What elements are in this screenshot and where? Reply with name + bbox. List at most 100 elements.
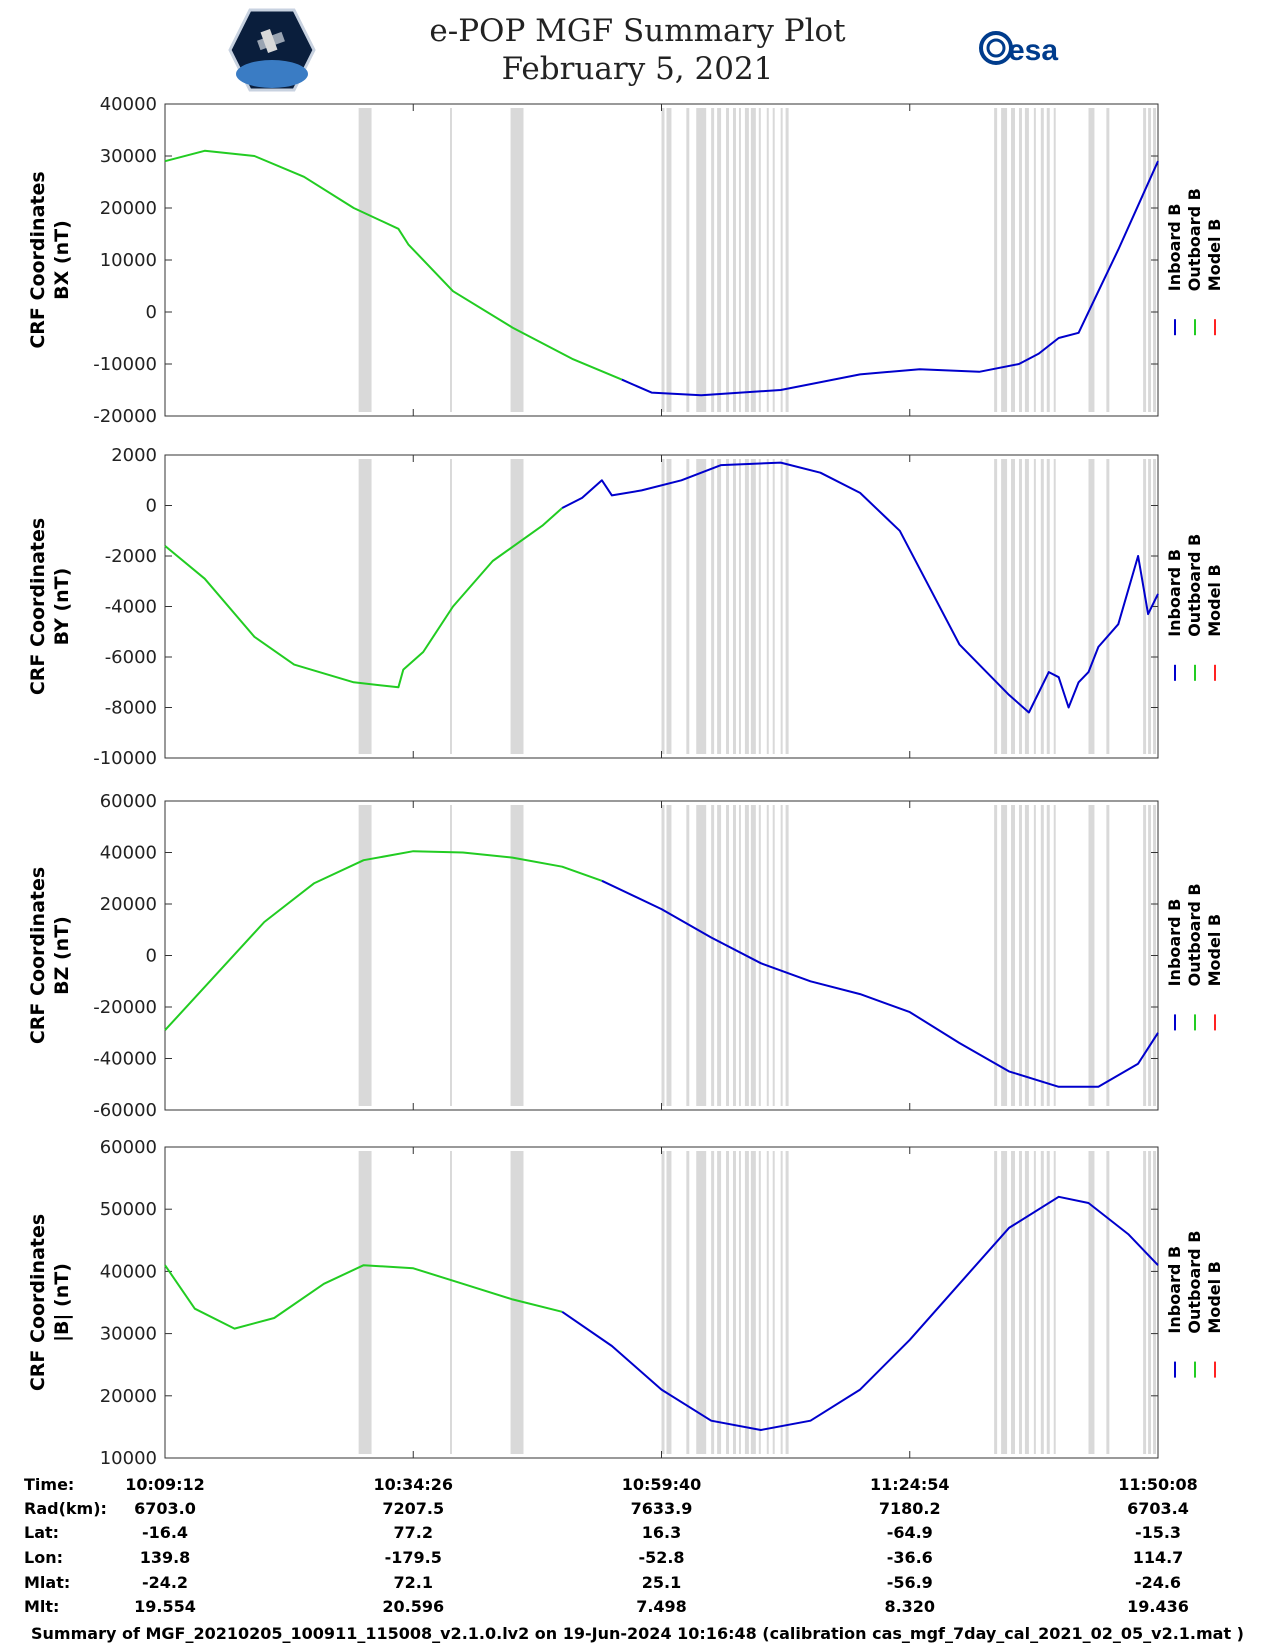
y-axis-label-bz: BZ (nT) [51,916,73,995]
y-tick-label: 20000 [100,198,157,219]
data-gap-band [1088,108,1095,412]
data-gap-band [785,108,789,412]
ephemeris-value: 20.596 [382,1597,445,1616]
data-gap-band [1018,805,1022,1106]
page-title: e-POP MGF Summary Plot February 5, 2021 [0,12,1275,88]
data-gap-band [358,805,372,1106]
ephemeris-value: -16.4 [141,1523,189,1542]
data-gap-band [666,805,672,1106]
data-gap-band [732,108,736,412]
ephemeris-value: -179.5 [384,1548,442,1567]
data-gap-band [449,1151,452,1454]
data-gap-band [780,459,783,754]
data-gap-band [1053,459,1056,754]
data-gap-band [666,1151,672,1454]
data-gap-band [994,459,998,754]
legend-label: Inboard B [1165,899,1184,987]
title-line-1: e-POP MGF Summary Plot [429,13,846,49]
data-gap-band [1018,459,1022,754]
data-gap-band [758,805,761,1106]
data-gap-band [766,1151,769,1454]
ephemeris-value: 8.320 [884,1597,936,1616]
data-gap-band [661,1151,665,1454]
y-tick-label: 40000 [100,1261,157,1282]
data-gap-band [696,805,707,1106]
data-gap-band [510,459,524,754]
data-gap-band [661,805,665,1106]
data-gap-band [1143,1151,1147,1454]
data-gap-band [766,108,769,412]
y-tick-label: 40000 [100,843,157,864]
data-gap-band [1033,459,1036,754]
legend-label: Outboard B [1185,883,1204,986]
y-tick-label: 20000 [100,1386,157,1407]
data-gap-band [772,1151,775,1454]
y-axis-label-by: BY (nT) [51,568,73,646]
ephemeris-value: -24.6 [1134,1573,1182,1592]
ephemeris-row-label: Time: [24,1475,75,1494]
data-gap-band [744,459,749,754]
data-gap-band [785,1151,789,1454]
data-gap-band [1001,108,1008,412]
y-tick-label: 0 [146,496,157,517]
data-gap-band [1148,459,1152,754]
ephemeris-value: -64.9 [886,1523,933,1542]
data-gap-band [1040,459,1044,754]
ephemeris-value: -56.9 [886,1573,933,1592]
data-gap-band [1024,108,1029,412]
data-gap-band [510,108,524,412]
ephemeris-value: 11:50:08 [1118,1475,1198,1494]
y-tick-label: -4000 [105,597,157,618]
data-gap-band [772,805,775,1106]
data-gap-band [1106,459,1110,754]
legend-label: Inboard B [1165,549,1184,637]
esa-logo: esa [979,31,1058,67]
data-gap-band [750,805,756,1106]
y-tick-label: 50000 [100,1199,157,1220]
data-gap-band [744,108,749,412]
legend-label: Inboard B [1165,203,1184,291]
y-tick-label: 0 [146,946,157,967]
legend-label: Outboard B [1185,188,1204,291]
y-tick-label: 40000 [100,94,157,115]
data-gap-band [732,805,736,1106]
title-line-2: February 5, 2021 [501,51,774,87]
data-gap-band [766,459,769,754]
data-gap-band [666,108,672,412]
data-gap-band [726,805,730,1106]
ephemeris-value: 114.7 [1132,1548,1184,1567]
data-gap-band [780,1151,783,1454]
data-gap-band [772,459,775,754]
data-gap-band [772,108,775,412]
data-gap-band [1046,805,1050,1106]
data-gap-band [738,108,741,412]
data-gap-band [1148,805,1152,1106]
ephemeris-value: 10:09:12 [125,1475,205,1494]
data-gap-band [510,805,524,1106]
ephemeris-value: 7633.9 [630,1499,693,1518]
data-gap-band [358,108,372,412]
data-gap-band [1143,459,1147,754]
data-gap-band [738,1151,741,1454]
data-gap-band [1040,805,1044,1106]
data-gap-band [758,1151,761,1454]
y-tick-label: -10000 [93,748,157,769]
series-line-outboard-b [164,507,563,689]
data-gap-band [449,805,452,1106]
ephemeris-row-label: Lon: [24,1548,63,1567]
data-gap-band [1024,1151,1029,1454]
data-gap-band [994,805,998,1106]
ephemeris-value: -15.3 [1134,1523,1182,1542]
series-line-inboard-b [621,160,1159,397]
y-tick-label: -60000 [93,1100,157,1121]
data-gap-band [686,1151,690,1454]
data-gap-band [1011,459,1016,754]
ephemeris-row-label: Rad(km): [24,1499,107,1518]
data-gap-band [696,459,707,754]
data-gap-band [449,459,452,754]
data-gap-band [732,459,736,754]
data-gap-band [758,459,761,754]
series-line-outboard-b [164,850,603,1031]
data-gap-band [358,459,372,754]
ephemeris-value: 19.554 [134,1597,196,1616]
